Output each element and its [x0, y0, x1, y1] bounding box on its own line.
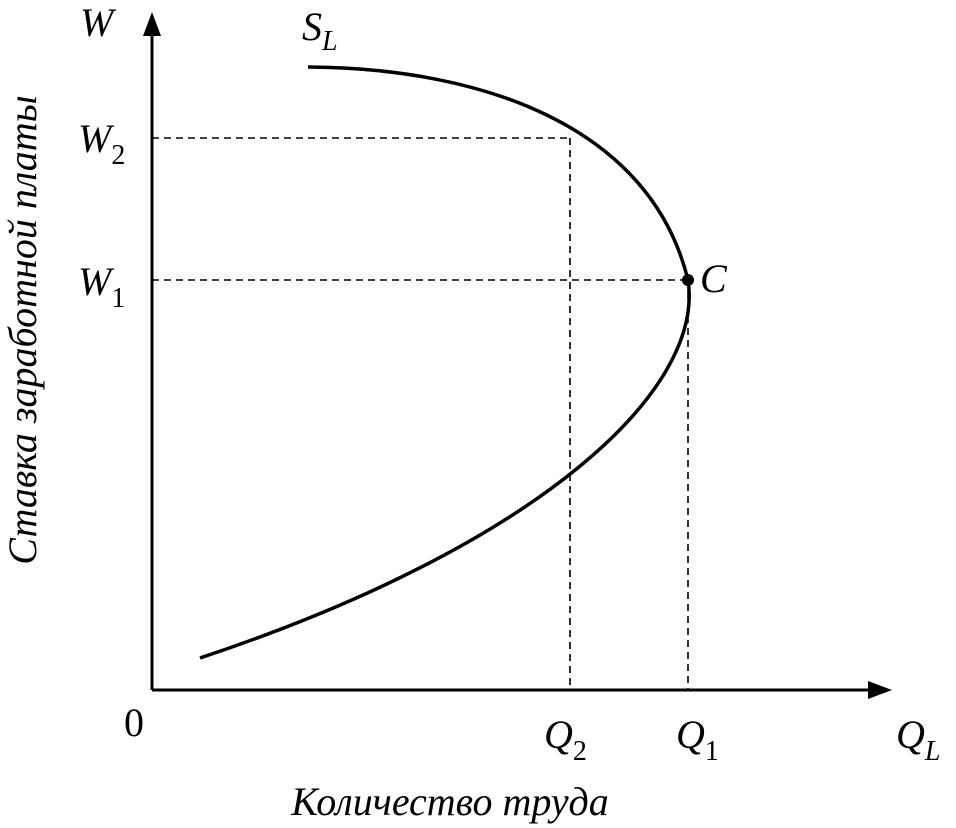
w2-label: W2: [78, 116, 125, 171]
supply-curve: [199, 65, 691, 660]
curve-sub: L: [321, 26, 338, 57]
x-symbol-main: Q: [896, 712, 925, 757]
q2-main: Q: [544, 712, 573, 757]
y-arrow: [143, 12, 161, 36]
x-title: Количество труда: [290, 779, 609, 824]
q2-sub: 2: [573, 736, 587, 767]
q1-main: Q: [676, 712, 705, 757]
q2-label: Q2: [544, 712, 587, 767]
x-symbol-sub: L: [924, 736, 941, 767]
q1-label: Q1: [676, 712, 719, 767]
curve-label: SL: [302, 4, 338, 57]
q1-sub: 1: [705, 736, 719, 767]
w1-sub: 1: [111, 283, 125, 314]
point-label: C: [700, 256, 728, 301]
w1-main: W: [78, 259, 115, 304]
point-c: [682, 274, 694, 286]
y-title: Ставка заработной платы: [0, 95, 45, 565]
curve-main: S: [302, 4, 322, 49]
x-arrow: [868, 681, 892, 699]
w2-sub: 2: [111, 140, 125, 171]
origin-label: 0: [124, 700, 144, 745]
w2-main: W: [78, 116, 115, 161]
w1-label: W1: [78, 259, 125, 314]
y-symbol: W: [80, 0, 117, 45]
x-symbol: QL: [896, 712, 940, 767]
